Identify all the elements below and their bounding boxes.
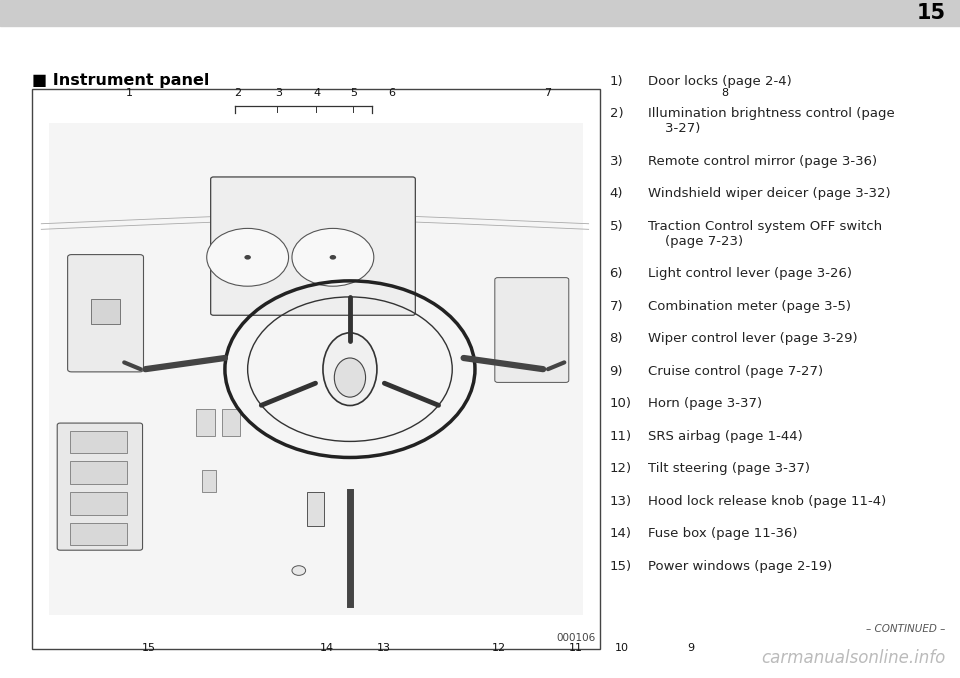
Text: 11: 11 [569, 643, 583, 653]
Text: 12): 12) [610, 462, 632, 475]
Text: ■ Instrument panel: ■ Instrument panel [32, 73, 209, 87]
Text: 6): 6) [610, 267, 623, 280]
Text: 11): 11) [610, 430, 632, 443]
Text: – CONTINUED –: – CONTINUED – [866, 624, 946, 634]
Text: 13): 13) [610, 495, 632, 508]
Text: 3): 3) [610, 155, 623, 167]
Bar [32, 89, 600, 649]
Text: Door locks (page 2-4): Door locks (page 2-4) [648, 75, 792, 87]
Text: 10): 10) [610, 397, 632, 410]
Text: 5): 5) [610, 220, 623, 233]
Bar [203, 470, 216, 492]
Text: Windshield wiper deicer (page 3-32): Windshield wiper deicer (page 3-32) [648, 187, 891, 200]
Text: Light control lever (page 3-26): Light control lever (page 3-26) [648, 267, 852, 280]
Bar [91, 299, 120, 325]
Circle shape [292, 228, 373, 286]
Text: 9: 9 [687, 643, 695, 653]
Text: 3: 3 [275, 88, 282, 98]
Text: 7: 7 [543, 88, 551, 98]
FancyBboxPatch shape [58, 423, 142, 551]
Text: 8): 8) [610, 332, 623, 345]
Text: 14): 14) [610, 527, 632, 540]
Text: Wiper control lever (page 3-29): Wiper control lever (page 3-29) [648, 332, 857, 345]
Text: Fuse box (page 11-36): Fuse box (page 11-36) [648, 527, 798, 540]
Text: Combination meter (page 3-5): Combination meter (page 3-5) [648, 300, 851, 313]
Text: 4): 4) [610, 187, 623, 200]
Circle shape [206, 228, 289, 286]
Text: 9): 9) [610, 365, 623, 378]
Text: 14: 14 [320, 643, 333, 653]
Text: Power windows (page 2-19): Power windows (page 2-19) [648, 560, 832, 573]
Text: 5: 5 [349, 88, 357, 98]
FancyBboxPatch shape [210, 177, 416, 315]
Bar [222, 410, 240, 437]
Text: carmanualsonline.info: carmanualsonline.info [761, 649, 946, 666]
Circle shape [292, 565, 305, 576]
Text: Horn (page 3-37): Horn (page 3-37) [648, 397, 762, 410]
Circle shape [329, 255, 336, 260]
Text: Cruise control (page 7-27): Cruise control (page 7-27) [648, 365, 823, 378]
Bar [70, 492, 127, 515]
Bar [70, 462, 127, 484]
Text: 1: 1 [126, 88, 133, 98]
Bar [70, 523, 127, 545]
Text: 15): 15) [610, 560, 632, 573]
Text: 15: 15 [142, 643, 156, 653]
Bar [49, 123, 583, 616]
Circle shape [245, 255, 251, 260]
Text: 13: 13 [377, 643, 391, 653]
Text: 000106: 000106 [556, 633, 595, 643]
Text: 7): 7) [610, 300, 623, 313]
Text: 4: 4 [313, 88, 321, 98]
Text: 10: 10 [615, 643, 629, 653]
Text: 12: 12 [492, 643, 506, 653]
Text: 8: 8 [721, 88, 729, 98]
Text: Remote control mirror (page 3-36): Remote control mirror (page 3-36) [648, 155, 877, 167]
Ellipse shape [323, 333, 377, 405]
FancyBboxPatch shape [67, 255, 143, 372]
Bar [307, 492, 324, 526]
Text: Tilt steering (page 3-37): Tilt steering (page 3-37) [648, 462, 810, 475]
Text: SRS airbag (page 1-44): SRS airbag (page 1-44) [648, 430, 803, 443]
Text: 1): 1) [610, 75, 623, 87]
Bar [0, 0, 960, 26]
Text: 2): 2) [610, 107, 623, 120]
Text: Traction Control system OFF switch
    (page 7-23): Traction Control system OFF switch (page… [648, 220, 882, 247]
Text: Illumination brightness control (page
    3-27): Illumination brightness control (page 3-… [648, 107, 895, 135]
Text: 15: 15 [917, 3, 946, 23]
Text: 2: 2 [234, 88, 242, 98]
Bar [70, 431, 127, 453]
Ellipse shape [334, 358, 366, 397]
Text: Hood lock release knob (page 11-4): Hood lock release knob (page 11-4) [648, 495, 886, 508]
FancyBboxPatch shape [494, 278, 568, 382]
Bar [197, 410, 215, 437]
Text: 6: 6 [388, 88, 396, 98]
